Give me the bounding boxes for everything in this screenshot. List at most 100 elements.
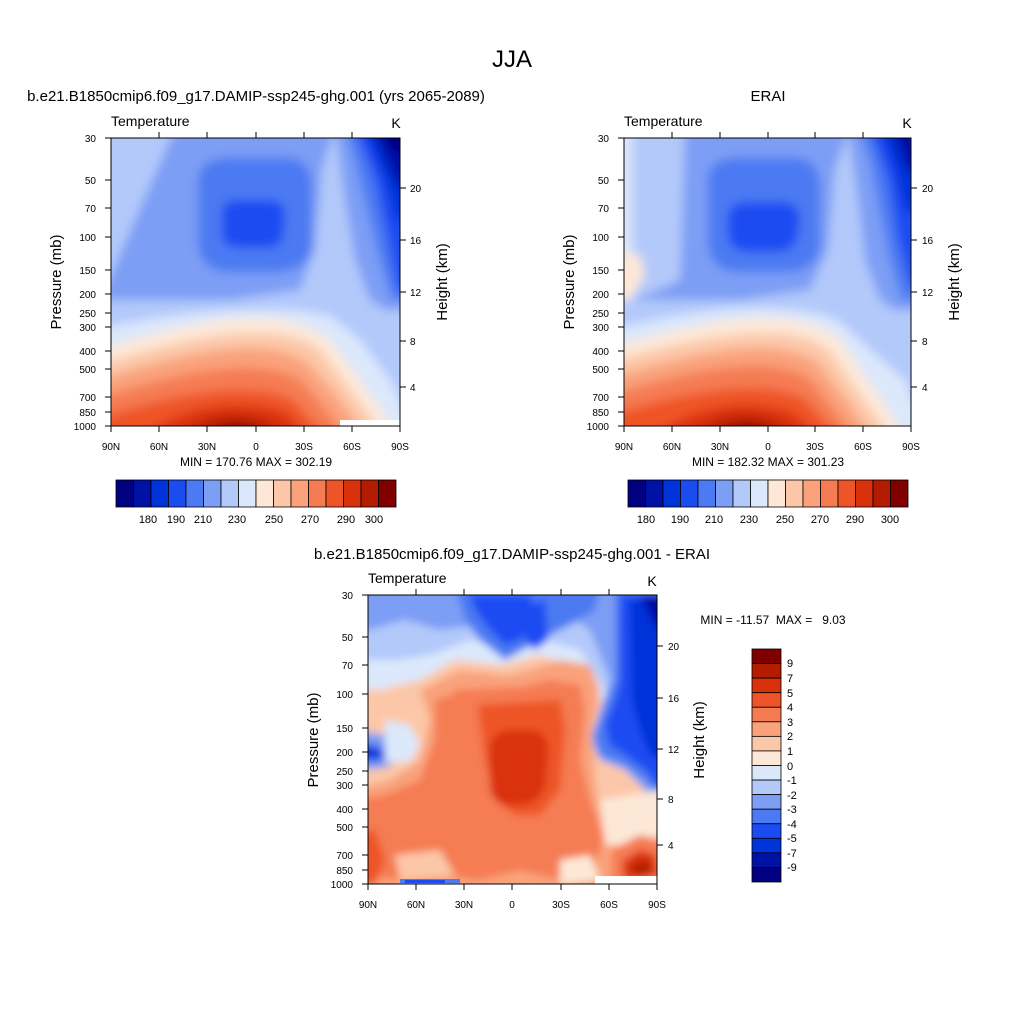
panel-erai-cb-label-300: 300 xyxy=(881,514,899,526)
panel-model-cb-label-210: 210 xyxy=(194,514,212,526)
panel-diff-units: K xyxy=(647,573,657,589)
panel-model-xtick-90n: 90N xyxy=(102,442,120,453)
panel-model-colorbar-box xyxy=(238,479,257,508)
panel-erai-xtick-30n: 30N xyxy=(711,442,729,453)
panel-model-min-max: MIN = 170.76 MAX = 302.19 xyxy=(180,455,332,469)
panel-model-htick-12: 12 xyxy=(410,288,422,299)
panel-model-xtick-60s: 60S xyxy=(343,442,361,453)
panel-diff-colorbar-box xyxy=(751,677,782,694)
panel-model-colorbar-box xyxy=(343,479,362,508)
panel-erai-cb-label-190: 190 xyxy=(671,514,689,526)
panel-erai-ytick-50: 50 xyxy=(598,176,610,187)
panel-erai-htick-20: 20 xyxy=(922,184,934,195)
panel-diff-htick-16: 16 xyxy=(668,694,680,705)
panel-diff-x-axis: 90N 60N 30N 0 30S 60S 90S xyxy=(359,900,666,911)
panel-diff-ytick-100: 100 xyxy=(336,690,353,701)
panel-diff-contour-field xyxy=(368,595,657,884)
panel-model-colorbar-box xyxy=(220,479,239,508)
panel-diff-cb-label-neg1: -1 xyxy=(787,775,797,787)
panel-model-colorbar-box xyxy=(255,479,274,508)
panel-erai-htick-16: 16 xyxy=(922,236,934,247)
panel-erai-ytick-400: 400 xyxy=(592,347,609,358)
panel-diff-ytick-50: 50 xyxy=(342,633,354,644)
panel-model-left-string: Temperature xyxy=(111,113,190,129)
panel-model-ytick-100: 100 xyxy=(79,233,96,244)
panel-diff-htick-4: 4 xyxy=(668,841,674,852)
panel-model-colorbar-box xyxy=(325,479,344,508)
panel-diff-left-string: Temperature xyxy=(368,570,447,586)
panel-erai-cb-label-290: 290 xyxy=(846,514,864,526)
panel-diff-ytick-850: 850 xyxy=(336,866,353,877)
panel-diff-cb-label-neg3: -3 xyxy=(787,804,797,816)
panel-model-cb-label-230: 230 xyxy=(228,514,246,526)
panel-model-ytick-500: 500 xyxy=(79,365,96,376)
panel-diff-colorbar: 9 7 5 4 3 2 1 0 -1 -2 -3 -4 -5 -7 -9 xyxy=(751,648,797,883)
panel-model-ytick-150: 150 xyxy=(79,266,96,277)
panel-model-cb-label-180: 180 xyxy=(139,514,157,526)
panel-erai-xtick-0: 0 xyxy=(765,442,771,453)
panel-diff-height-axis: 20 16 12 8 4 xyxy=(668,642,680,852)
panel-erai-ylabel: Pressure (mb) xyxy=(561,234,578,329)
panel-model-xtick-60n: 60N xyxy=(150,442,168,453)
panel-erai-left-string: Temperature xyxy=(624,113,703,129)
panel-erai-height-axis: 20 16 12 8 4 xyxy=(922,184,934,394)
panel-erai-min-max: MIN = 182.32 MAX = 301.23 xyxy=(692,455,844,469)
panel-erai-colorbar-box xyxy=(785,479,804,508)
panel-diff-left-axis: 30 50 70 100 150 200 250 300 400 500 700… xyxy=(331,591,354,891)
panel-model-htick-4: 4 xyxy=(410,383,416,394)
panel-model-colorbar-box xyxy=(360,479,379,508)
panel-diff-colorbar-box xyxy=(751,765,782,781)
panel-erai-colorbar-box xyxy=(750,479,769,508)
panel-model-colorbar-box xyxy=(115,479,134,508)
panel-diff-htick-12: 12 xyxy=(668,745,680,756)
panel-erai-contour-field xyxy=(624,138,911,426)
panel-model-ytick-200: 200 xyxy=(79,290,96,301)
panel-model-colorbar-box xyxy=(203,479,222,508)
panel-model-colorbar-box xyxy=(273,479,292,508)
panel-model-left-axis: 30 50 70 100 150 200 250 300 400 500 700… xyxy=(74,134,97,433)
panel-diff-xtick-90s: 90S xyxy=(648,900,666,911)
panel-model-colorbar-box xyxy=(133,479,152,508)
panel-diff-cb-label-1: 1 xyxy=(787,746,793,758)
panel-erai-colorbar-box xyxy=(802,479,821,508)
panel-erai-units: K xyxy=(902,115,912,131)
panel-erai-colorbar-box xyxy=(732,479,751,508)
panel-erai: ERAI Temperature K xyxy=(561,88,963,526)
panel-model-ytick-300: 300 xyxy=(79,323,96,334)
panel-erai-colorbar: 180 190 210 230 250 270 290 300 xyxy=(627,479,909,526)
panel-model-units: K xyxy=(391,115,401,131)
panel-erai-cb-label-180: 180 xyxy=(637,514,655,526)
panel-diff-colorbar-box xyxy=(751,706,782,723)
panel-model-colorbar: 180 190 210 230 250 270 290 300 xyxy=(115,479,397,526)
panel-erai-xtick-60n: 60N xyxy=(663,442,681,453)
panel-erai-colorbar-box xyxy=(855,479,874,508)
panel-erai-colorbar-box xyxy=(627,479,646,508)
panel-diff-ytick-1000: 1000 xyxy=(331,880,354,891)
panel-erai-colorbar-box xyxy=(662,479,681,508)
panel-erai-cb-label-230: 230 xyxy=(740,514,758,526)
panel-diff-cb-label-neg9: -9 xyxy=(787,862,797,874)
panel-erai-colorbar-box xyxy=(645,479,664,508)
panel-diff-colorbar-box xyxy=(751,823,782,839)
panel-diff-colorbar-box xyxy=(751,648,782,664)
panel-erai-ytick-200: 200 xyxy=(592,290,609,301)
panel-model-colorbar-box xyxy=(308,479,327,508)
panel-erai-ytick-500: 500 xyxy=(592,365,609,376)
panel-diff-ytick-150: 150 xyxy=(336,724,353,735)
panel-diff-cb-label-7: 7 xyxy=(787,673,793,685)
panel-erai-colorbar-boxes xyxy=(627,479,909,508)
panel-model-colorbar-boxes xyxy=(115,479,397,508)
panel-diff-htick-8: 8 xyxy=(668,795,674,806)
panel-diff-colorbar-box xyxy=(751,663,782,679)
panel-erai-colorbar-box xyxy=(872,479,891,508)
panel-erai-htick-4: 4 xyxy=(922,383,928,394)
panel-model-cb-label-270: 270 xyxy=(301,514,319,526)
panel-diff-cb-label-neg7: -7 xyxy=(787,848,797,860)
panel-model-x-axis: 90N 60N 30N 0 30S 60S 90S xyxy=(102,442,409,453)
panel-model-ytick-700: 700 xyxy=(79,393,96,404)
panel-model-colorbar-box xyxy=(185,479,204,508)
panel-difference: b.e21.B1850cmip6.f09_g17.DAMIP-ssp245-gh… xyxy=(305,546,846,911)
panel-erai-colorbar-box xyxy=(820,479,839,508)
panel-erai-colorbar-box xyxy=(767,479,786,508)
